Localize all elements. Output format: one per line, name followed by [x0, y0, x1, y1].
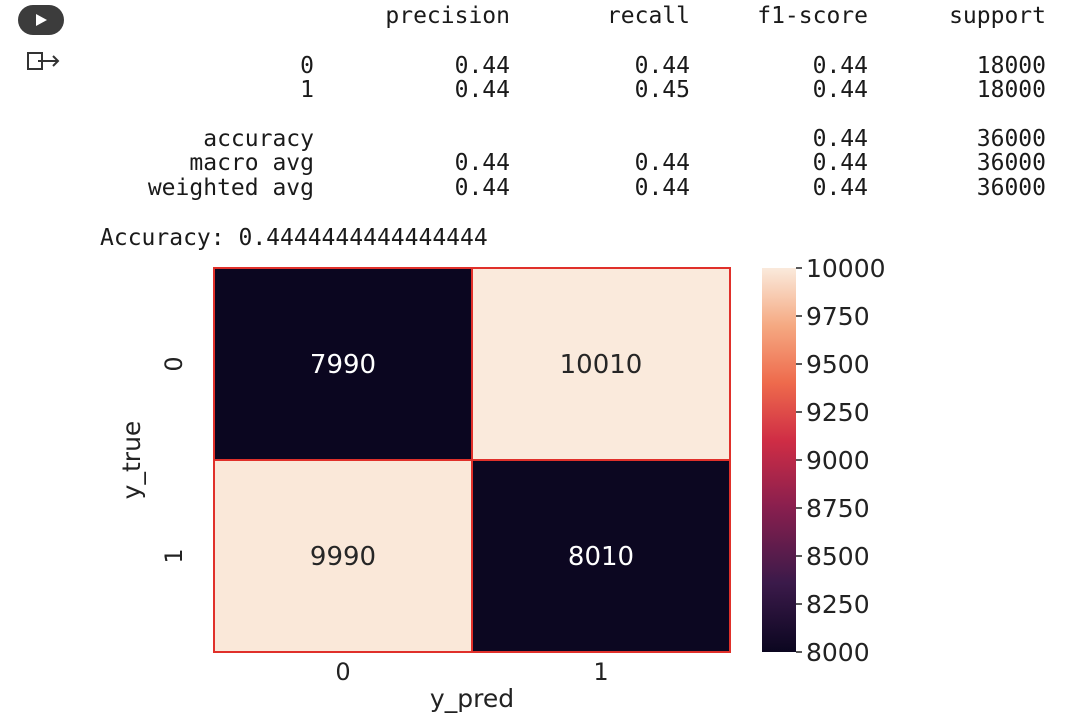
- report-precision-value: 0.44: [454, 77, 510, 103]
- report-support-value: 36000: [976, 150, 1046, 176]
- colorbar-tick-label: 9500: [806, 350, 870, 379]
- colorbar-tick-label: 10000: [806, 254, 886, 283]
- report-row-label: 0: [300, 53, 314, 79]
- report-recall-value: 0.44: [634, 150, 690, 176]
- report-recall-value: 0.44: [634, 175, 690, 201]
- heatmap-cell-value: 7990: [310, 350, 376, 380]
- report-row-label: 1: [300, 77, 314, 103]
- report-row-label: accuracy: [203, 126, 314, 152]
- colorbar-tick-label: 8500: [806, 542, 870, 571]
- heatmap-cell-value: 8010: [568, 542, 634, 572]
- heatmap-cell-value: 10010: [560, 350, 643, 380]
- colorbar-tick-label: 9250: [806, 398, 870, 427]
- header-support: support: [949, 3, 1046, 29]
- heatmap-cell: [471, 267, 731, 461]
- colorbar: [762, 268, 796, 652]
- y-axis-label: y_true: [117, 421, 146, 500]
- report-f1-value: 0.44: [812, 150, 868, 176]
- heatmap-cell-value: 9990: [310, 542, 376, 572]
- report-row-label: macro avg: [189, 150, 314, 176]
- y-tick-label: 1: [160, 548, 188, 563]
- report-f1-value: 0.44: [812, 175, 868, 201]
- x-tick-label: 1: [593, 658, 608, 686]
- report-support-value: 18000: [976, 53, 1046, 79]
- colorbar-tick-label: 8750: [806, 494, 870, 523]
- heatmap-cell: [471, 459, 731, 653]
- report-f1-value: 0.44: [812, 53, 868, 79]
- y-tick-label: 0: [160, 356, 188, 371]
- report-recall-value: 0.45: [634, 77, 690, 103]
- colorbar-tick-label: 8250: [806, 590, 870, 619]
- heatmap-cell: [213, 267, 473, 461]
- report-support-value: 36000: [976, 175, 1046, 201]
- report-support-value: 18000: [976, 77, 1046, 103]
- report-f1-value: 0.44: [812, 77, 868, 103]
- header-recall: recall: [606, 3, 690, 29]
- report-recall-value: 0.44: [634, 53, 690, 79]
- heatmap-cell: [213, 459, 473, 653]
- colorbar-tick-label: 9750: [806, 302, 870, 331]
- colorbar-tick-label: 8000: [806, 638, 870, 667]
- x-axis-label: y_pred: [430, 684, 514, 713]
- output-arrow-icon: [27, 52, 60, 70]
- header-f1-score: f1-score: [757, 3, 868, 29]
- x-tick-label: 0: [335, 658, 350, 686]
- accuracy-output: Accuracy: 0.4444444444444444: [100, 225, 488, 251]
- report-support-value: 36000: [976, 126, 1046, 152]
- report-f1-value: 0.44: [812, 126, 868, 152]
- report-precision-value: 0.44: [454, 150, 510, 176]
- header-precision: precision: [385, 3, 510, 29]
- run-cell-button[interactable]: [18, 5, 64, 35]
- report-row-label: weighted avg: [147, 175, 314, 201]
- colorbar-tick-label: 9000: [806, 446, 870, 475]
- report-precision-value: 0.44: [454, 53, 510, 79]
- report-precision-value: 0.44: [454, 175, 510, 201]
- play-icon: [36, 14, 47, 26]
